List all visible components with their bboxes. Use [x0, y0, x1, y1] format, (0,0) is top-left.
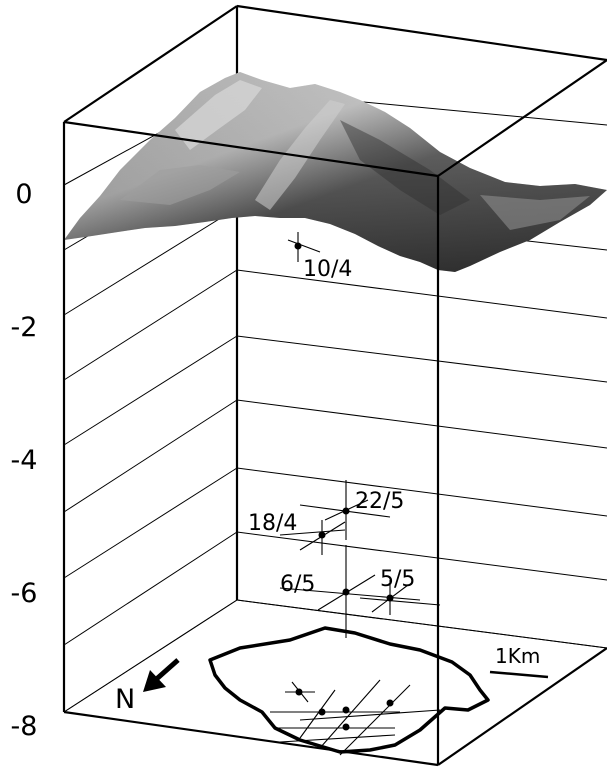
box-frame: [62, 4, 607, 767]
depth-tick-label: -8: [11, 711, 38, 742]
back-grid-line: [236, 467, 607, 517]
event-label: 22/5: [355, 489, 404, 514]
bottom-back-edge: [236, 599, 607, 649]
hypocenters: 10/4 22/5 18/4 6/5 5/5: [248, 232, 441, 638]
north-arrow: N: [115, 658, 180, 715]
terrain-ridge: [480, 195, 590, 230]
left-grid-line: [63, 531, 238, 646]
terrain-ridge: [175, 80, 262, 150]
event-22-5: 22/5: [299, 480, 404, 540]
left-grid-line: [63, 335, 238, 446]
depth-axis: 0 -2 -4 -6 -8: [11, 179, 38, 742]
scale-bar: 1Km: [489, 644, 549, 679]
event-dot: [342, 507, 350, 515]
bottom-front-edge: [63, 710, 439, 767]
event-label: 18/4: [248, 511, 297, 536]
top-back-edge: [236, 4, 607, 62]
event-5-5: 5/5: [359, 567, 441, 615]
arrow-head-icon: [143, 670, 166, 692]
projected-epicenters: [270, 679, 441, 756]
back-grid-line: [236, 335, 607, 383]
left-grid-line: [63, 399, 238, 513]
depth-tick-label: -4: [11, 445, 38, 476]
event-6-5: 6/5: [279, 545, 421, 638]
left-grid-line: [63, 467, 238, 579]
top-front-edge: [63, 120, 439, 178]
event-dot: [342, 588, 350, 596]
depth-tick-label: -6: [11, 578, 38, 609]
base-marker: [285, 681, 315, 703]
scale-bar-label: 1Km: [495, 644, 540, 668]
event-dot: [386, 594, 394, 602]
scale-bar-line: [489, 670, 549, 679]
top-right-edge: [437, 59, 607, 177]
depth-tick-label: -2: [11, 312, 38, 343]
depth-tick-label: 0: [15, 179, 32, 210]
top-left-edge: [63, 5, 238, 123]
left-grid-line: [63, 207, 238, 316]
event-dot: [318, 531, 326, 539]
event-label: 10/4: [303, 257, 352, 282]
terrain-ridge: [120, 165, 240, 205]
event-label: 6/5: [280, 572, 315, 597]
event-10-4: 10/4: [287, 232, 352, 282]
event-dot: [294, 242, 302, 250]
bottom-right-edge: [437, 647, 607, 766]
back-grid-line: [236, 269, 607, 319]
bottom-left-edge: [63, 599, 238, 713]
left-grid-line: [63, 269, 238, 381]
terrain-surface: [64, 72, 607, 272]
north-label: N: [115, 684, 135, 715]
back-grid-line: [236, 531, 607, 581]
event-18-4: 18/4: [248, 511, 346, 555]
base-marker: [270, 679, 441, 756]
event-label: 5/5: [380, 567, 415, 592]
back-grid-line: [236, 399, 607, 449]
crater-outline: [208, 626, 490, 754]
